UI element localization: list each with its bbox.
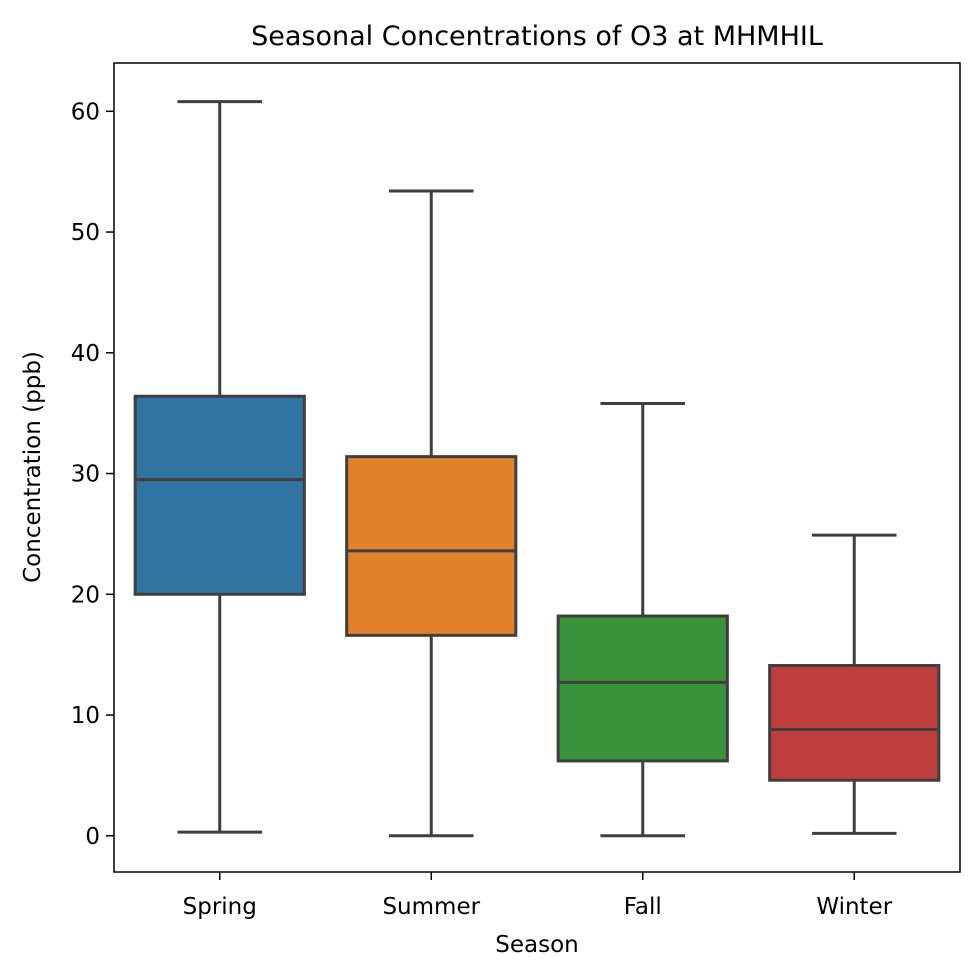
x-tick-label-summer: Summer <box>382 894 480 920</box>
box-winter <box>768 533 941 835</box>
x-tick-label-fall: Fall <box>624 894 662 920</box>
plot-area <box>113 62 961 873</box>
chart-title: Seasonal Concentrations of O3 at MHMHIL <box>251 21 823 52</box>
y-tick-label-20: 20 <box>71 582 100 608</box>
y-tick-label-50: 50 <box>71 220 100 246</box>
y-tick-label-40: 40 <box>71 341 100 367</box>
y-tick-label-30: 30 <box>71 462 100 488</box>
y-tick-label-10: 10 <box>71 703 100 729</box>
x-tick-label-winter: Winter <box>816 894 892 920</box>
box-spring-iqr <box>133 394 306 596</box>
x-axis-label: Season <box>495 932 578 958</box>
y-axis-label: Concentration (ppb) <box>20 351 46 583</box>
box-summer <box>345 189 518 838</box>
boxes-group <box>133 100 941 838</box>
y-tick-label-0: 0 <box>85 824 100 850</box>
box-winter-iqr <box>768 664 941 782</box>
box-spring <box>133 100 306 834</box>
y-tick-label-60: 60 <box>71 99 100 125</box>
x-tick-label-spring: Spring <box>183 894 257 920</box>
box-fall <box>556 402 729 838</box>
y-axis: 0 10 20 30 40 50 60 <box>71 99 114 850</box>
box-summer-iqr <box>345 455 518 637</box>
box-fall-iqr <box>556 614 729 763</box>
x-axis: Spring Summer Fall Winter <box>183 872 893 920</box>
